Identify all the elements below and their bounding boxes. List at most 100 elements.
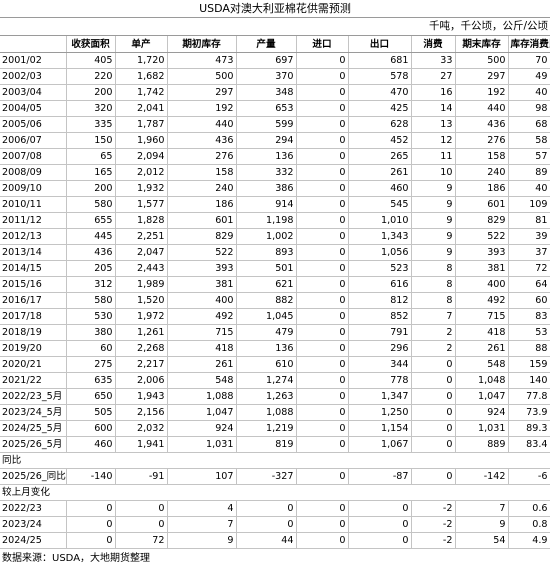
value-cell: 83.4 bbox=[508, 436, 550, 453]
table-row: 2017/18 530 1,972 492 1,045 0 852 7 715 83 bbox=[0, 308, 550, 325]
value-cell: 37 bbox=[508, 244, 550, 261]
value-cell: 655 bbox=[66, 212, 116, 229]
value-cell: 621 bbox=[236, 276, 297, 293]
row-label-cell: 2015/16 bbox=[0, 276, 67, 293]
table-row: 2025/26_同比 -140 -91 107 -327 0 -87 0 -142 -6 bbox=[0, 468, 550, 485]
value-cell: 393 bbox=[167, 260, 237, 277]
value-cell: 924 bbox=[455, 404, 509, 421]
value-cell: 2,443 bbox=[115, 260, 168, 277]
value-cell: 1,343 bbox=[348, 228, 412, 245]
value-cell: 1,941 bbox=[115, 436, 168, 453]
table-row: 2010/11 580 1,577 186 914 0 545 9 601 109 bbox=[0, 196, 550, 213]
value-cell: 578 bbox=[348, 68, 412, 85]
value-cell: 150 bbox=[66, 132, 116, 149]
table-row: 2009/10 200 1,932 240 386 0 460 9 186 40 bbox=[0, 180, 550, 197]
value-cell: 158 bbox=[167, 164, 237, 181]
value-cell: 186 bbox=[455, 180, 509, 197]
value-cell: 1,198 bbox=[236, 212, 297, 229]
value-cell: 205 bbox=[66, 260, 116, 277]
row-label-cell: 2019/20 bbox=[0, 340, 67, 357]
value-cell: 0 bbox=[411, 404, 456, 421]
value-cell: -6 bbox=[508, 468, 550, 485]
value-cell: 9 bbox=[455, 516, 509, 533]
value-cell: 0 bbox=[411, 388, 456, 405]
column-header: 进口 bbox=[296, 36, 349, 53]
value-cell: 140 bbox=[508, 372, 550, 389]
value-cell: 1,048 bbox=[455, 372, 509, 389]
row-label-cell: 2022/23_5月 bbox=[0, 388, 67, 405]
value-cell: 0 bbox=[296, 372, 349, 389]
value-cell: 893 bbox=[236, 244, 297, 261]
value-cell: 440 bbox=[455, 100, 509, 117]
row-label-cell: 2014/15 bbox=[0, 260, 67, 277]
source-note: 数据来源：USDA，大地期货整理 bbox=[2, 553, 151, 564]
value-cell: 470 bbox=[348, 84, 412, 101]
value-cell: 261 bbox=[167, 356, 237, 373]
column-header: 出口 bbox=[348, 36, 412, 53]
value-cell: 165 bbox=[66, 164, 116, 181]
value-cell: 0 bbox=[411, 468, 456, 485]
table-row: 2019/20 60 2,268 418 136 0 296 2 261 88 bbox=[0, 340, 550, 357]
column-header: 期初库存 bbox=[167, 36, 237, 53]
row-label-cell: 2018/19 bbox=[0, 324, 67, 341]
value-cell: 1,828 bbox=[115, 212, 168, 229]
table-row: 2012/13 445 2,251 829 1,002 0 1,343 9 522 39 bbox=[0, 228, 550, 245]
value-cell: 9 bbox=[411, 212, 456, 229]
value-cell: 13 bbox=[411, 116, 456, 133]
value-cell: 0 bbox=[66, 532, 116, 549]
units-label: 千吨，千公顷，公斤/公顷 bbox=[0, 18, 550, 36]
value-cell: 924 bbox=[167, 420, 237, 437]
value-cell: 65 bbox=[66, 148, 116, 165]
value-cell: 53 bbox=[508, 324, 550, 341]
value-cell: 1,056 bbox=[348, 244, 412, 261]
value-cell: 1,720 bbox=[115, 52, 168, 69]
value-cell: 0 bbox=[296, 340, 349, 357]
value-cell: 452 bbox=[348, 132, 412, 149]
table-row: 2008/09 165 2,012 158 332 0 261 10 240 89 bbox=[0, 164, 550, 181]
value-cell: 501 bbox=[236, 260, 297, 277]
value-cell: 158 bbox=[455, 148, 509, 165]
value-cell: 276 bbox=[455, 132, 509, 149]
value-cell: 294 bbox=[236, 132, 297, 149]
value-cell: 914 bbox=[236, 196, 297, 213]
value-cell: 9 bbox=[411, 180, 456, 197]
table-row: 2004/05 320 2,041 192 653 0 425 14 440 98 bbox=[0, 100, 550, 117]
value-cell: 2 bbox=[411, 324, 456, 341]
value-cell: 9 bbox=[411, 228, 456, 245]
table-row: 2022/23 0 0 4 0 0 0 -2 7 0.6 bbox=[0, 500, 550, 517]
value-cell: 0 bbox=[115, 516, 168, 533]
value-cell: 0 bbox=[296, 308, 349, 325]
value-cell: 530 bbox=[66, 308, 116, 325]
value-cell: 418 bbox=[167, 340, 237, 357]
table-row: 2018/19 380 1,261 715 479 0 791 2 418 53 bbox=[0, 324, 550, 341]
value-cell: 27 bbox=[411, 68, 456, 85]
value-cell: 436 bbox=[455, 116, 509, 133]
value-cell: 4 bbox=[167, 500, 237, 517]
table-row: 2001/02 405 1,720 473 697 0 681 33 500 70 bbox=[0, 52, 550, 69]
value-cell: 0 bbox=[296, 116, 349, 133]
value-cell: -327 bbox=[236, 468, 297, 485]
row-label-cell: 2025/26_同比 bbox=[0, 468, 67, 485]
value-cell: 2,251 bbox=[115, 228, 168, 245]
value-cell: 12 bbox=[411, 132, 456, 149]
value-cell: 1,219 bbox=[236, 420, 297, 437]
value-cell: 829 bbox=[455, 212, 509, 229]
value-cell: -91 bbox=[115, 468, 168, 485]
column-header: 产量 bbox=[236, 36, 297, 53]
column-header: 库存消费比 bbox=[508, 36, 550, 53]
value-cell: 186 bbox=[167, 196, 237, 213]
value-cell: 778 bbox=[348, 372, 412, 389]
value-cell: 72 bbox=[508, 260, 550, 277]
table-row: 2021/22 635 2,006 548 1,274 0 778 0 1,048 140 bbox=[0, 372, 550, 389]
row-label-cell: 2022/23 bbox=[0, 500, 67, 517]
value-cell: 1,031 bbox=[455, 420, 509, 437]
value-cell: 492 bbox=[167, 308, 237, 325]
value-cell: 819 bbox=[236, 436, 297, 453]
value-cell: 601 bbox=[455, 196, 509, 213]
value-cell: 1,263 bbox=[236, 388, 297, 405]
value-cell: 335 bbox=[66, 116, 116, 133]
value-cell: 381 bbox=[167, 276, 237, 293]
table-row: 2016/17 580 1,520 400 882 0 812 8 492 60 bbox=[0, 292, 550, 309]
table-row: 2007/08 65 2,094 276 136 0 265 11 158 57 bbox=[0, 148, 550, 165]
table-body: 2001/02 405 1,720 473 697 0 681 33 500 70 2002/03 2… bbox=[0, 52, 550, 549]
